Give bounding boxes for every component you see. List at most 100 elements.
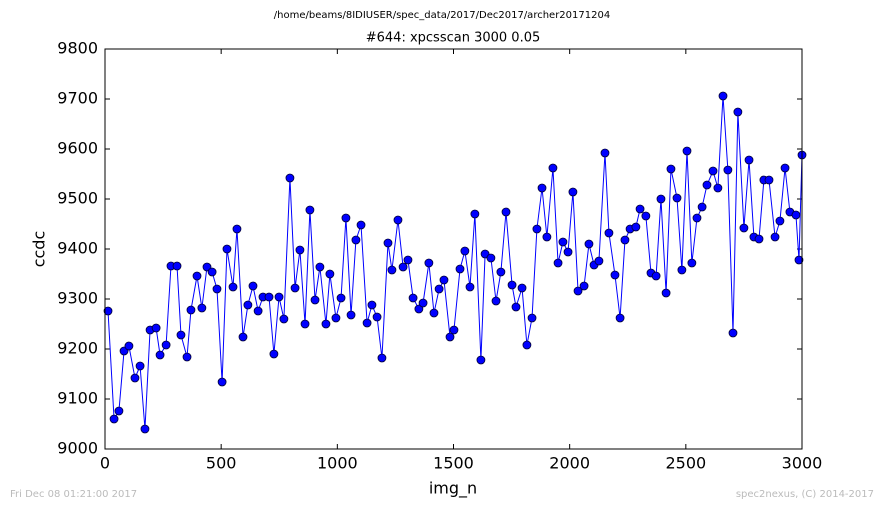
data-point — [527, 313, 537, 323]
data-point — [517, 283, 527, 293]
data-point — [713, 183, 723, 193]
data-point — [124, 341, 134, 351]
data-point — [300, 319, 310, 329]
data-point — [424, 258, 434, 268]
data-point — [362, 318, 372, 328]
x-axis-label: img_n — [429, 479, 477, 499]
data-point — [604, 228, 614, 238]
data-point — [733, 107, 743, 117]
data-point — [568, 187, 578, 197]
data-point — [155, 350, 165, 360]
data-point — [182, 352, 192, 362]
data-point — [429, 308, 439, 318]
data-point — [486, 253, 496, 263]
data-point — [635, 204, 645, 214]
data-point — [537, 183, 547, 193]
data-point — [228, 282, 238, 292]
data-point — [666, 164, 676, 174]
data-point — [212, 284, 222, 294]
data-point — [336, 293, 346, 303]
data-point — [594, 256, 604, 266]
data-point — [285, 173, 295, 183]
data-point — [186, 305, 196, 315]
data-point — [207, 267, 217, 277]
data-point — [780, 163, 790, 173]
data-point — [641, 211, 651, 221]
data-point — [496, 267, 506, 277]
data-point — [310, 295, 320, 305]
data-point — [548, 163, 558, 173]
data-point — [387, 265, 397, 275]
y-tick-label: 9600 — [57, 139, 98, 158]
data-point — [651, 271, 661, 281]
data-point — [109, 414, 119, 424]
data-point — [744, 155, 754, 165]
data-point — [367, 300, 377, 310]
data-point — [176, 330, 186, 340]
data-point — [507, 280, 517, 290]
data-point — [656, 194, 666, 204]
footer-left: Fri Dec 08 01:21:00 2017 — [10, 489, 137, 500]
data-point — [383, 238, 393, 248]
data-point — [511, 302, 521, 312]
data-point — [697, 202, 707, 212]
y-tick-label: 9300 — [57, 289, 98, 308]
data-point — [702, 180, 712, 190]
data-point — [558, 237, 568, 247]
data-point — [222, 244, 232, 254]
data-point — [238, 332, 248, 342]
x-tick-label: 500 — [206, 454, 237, 473]
plot-frame — [104, 48, 803, 450]
suptitle: /home/beams/8IDIUSER/spec_data/2017/Dec2… — [274, 10, 610, 21]
data-point — [610, 270, 620, 280]
data-point — [103, 306, 113, 316]
data-point — [135, 361, 145, 371]
y-tick-label: 9200 — [57, 339, 98, 358]
data-point — [393, 215, 403, 225]
data-point — [600, 148, 610, 158]
data-point — [403, 255, 413, 265]
data-point — [232, 224, 242, 234]
data-point — [620, 235, 630, 245]
data-point — [269, 349, 279, 359]
data-point — [687, 258, 697, 268]
data-point — [434, 284, 444, 294]
y-tick-label: 9500 — [57, 189, 98, 208]
y-tick-label: 9000 — [57, 439, 98, 458]
data-point — [723, 165, 733, 175]
data-point — [739, 223, 749, 233]
data-point — [398, 262, 408, 272]
data-point — [151, 323, 161, 333]
data-point — [728, 328, 738, 338]
data-point — [290, 283, 300, 293]
data-point — [476, 355, 486, 365]
data-point — [414, 304, 424, 314]
data-point — [161, 340, 171, 350]
data-point — [315, 262, 325, 272]
data-point — [764, 175, 774, 185]
data-point — [325, 269, 335, 279]
footer-right: spec2nexus, (C) 2014-2017 — [736, 489, 874, 500]
data-point — [264, 292, 274, 302]
data-point — [672, 193, 682, 203]
data-point — [197, 303, 207, 313]
data-point — [253, 306, 263, 316]
y-tick-label: 9700 — [57, 89, 98, 108]
data-point — [217, 377, 227, 387]
data-point — [532, 224, 542, 234]
data-point — [449, 325, 459, 335]
data-point — [248, 281, 258, 291]
data-line — [107, 95, 803, 430]
data-point — [563, 247, 573, 257]
data-point — [692, 213, 702, 223]
data-point — [279, 314, 289, 324]
data-point — [615, 313, 625, 323]
data-point — [631, 222, 641, 232]
x-tick-label: 2000 — [549, 454, 590, 473]
data-point — [491, 296, 501, 306]
data-point — [172, 261, 182, 271]
data-point — [553, 258, 563, 268]
y-tick-label: 9100 — [57, 389, 98, 408]
